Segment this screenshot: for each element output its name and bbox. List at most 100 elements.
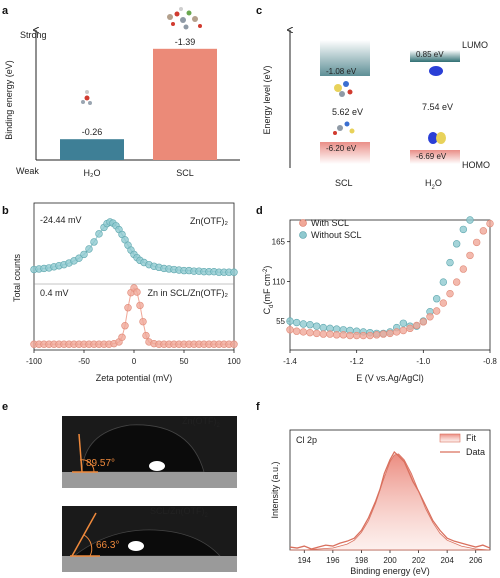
panel-b-y-label: Total counts [12, 253, 22, 302]
panel-d-point-1 [452, 240, 461, 248]
angle-2-value: 66.3° [96, 540, 119, 551]
panel-d-point-0 [419, 318, 428, 326]
panel-d-point-0 [472, 238, 481, 247]
legend-fit-swatch [439, 433, 461, 443]
panel-f-xtick-label: 198 [355, 556, 369, 565]
bar-h2o [60, 139, 124, 160]
h2o-column-label: H2O [425, 178, 442, 191]
panel-d-xtick-label: -1.2 [350, 357, 364, 366]
scl-lumo-band [320, 40, 370, 76]
panel-b-peak1-label: -24.44 mV [40, 215, 82, 225]
panel-d-point-0 [346, 331, 354, 340]
panel-b-zeta-chart: Total counts Zeta potential (mV) -24.44 … [12, 202, 241, 383]
panel-b-label: b [2, 205, 9, 217]
panel-d-point-0 [319, 330, 328, 338]
scl-column-label: SCL [335, 178, 353, 188]
panel-d-xtick-label: -0.8 [483, 357, 497, 366]
substrate-1 [62, 472, 237, 488]
panel-f-fit-area [290, 453, 491, 551]
droplet-2-shape [72, 529, 221, 557]
panel-b-xtick-label: 50 [180, 357, 189, 366]
panel-d-point-1 [312, 322, 321, 330]
panel-d-point-1 [306, 321, 314, 329]
panel-d-point-0 [359, 331, 368, 340]
panel-b-point-1 [118, 333, 126, 341]
panel-d-point-0 [352, 331, 361, 340]
panel-d-point-0 [399, 326, 408, 335]
panel-f-xtick-label: 200 [383, 556, 397, 565]
panel-a-weak-label: Weak [16, 166, 39, 176]
panel-d-point-0 [372, 331, 381, 339]
panel-a-label: a [2, 5, 9, 17]
panel-f-title: Cl 2p [296, 435, 317, 445]
panel-b-series1-name: Zn(OTF)₂ [190, 216, 228, 226]
homo-label: HOMO [462, 160, 490, 170]
panel-b-peak2-label: 0.4 mV [40, 288, 69, 298]
panel-d-point-1 [466, 216, 474, 224]
legend-fit-label: Fit [466, 433, 476, 443]
droplet-2-highlight [128, 541, 144, 551]
panel-d-point-0 [366, 331, 374, 340]
panel-b-point-1 [133, 288, 141, 296]
panel-d-point-0 [312, 329, 321, 338]
panel-d-y-label: Cd(mF cm-2) [262, 266, 275, 315]
panel-f-legend: Fit Data [439, 433, 485, 457]
panel-d-y-label-sub: d [269, 305, 275, 308]
angle-1-tangent [78, 433, 83, 473]
scl-molecule-icon [167, 7, 202, 30]
panel-d-point-0 [386, 329, 394, 338]
panel-d-point-1 [446, 258, 454, 267]
substrate-2 [62, 556, 237, 572]
panel-d-point-0 [432, 307, 441, 315]
panel-b-point-1 [139, 317, 147, 326]
panel-d-y-label-main: C [262, 307, 272, 314]
panel-b-x-label: Zeta potential (mV) [96, 373, 173, 383]
panel-c-energy-diagram: Energy level (eV) -1.08 eV 5.62 eV -6.20… [262, 30, 490, 191]
legend-without-scl-label: Without SCL [311, 230, 362, 240]
panel-d-point-0 [439, 299, 448, 307]
panel-a-y-label: Binding energy (eV) [4, 60, 14, 140]
panel-d-ytick-label: 110 [272, 277, 285, 286]
h2o-gap-value: 7.54 eV [422, 102, 453, 112]
lumo-label: LUMO [462, 40, 488, 50]
legend-with-scl-label: With SCL [311, 218, 349, 228]
h2o-homo-band [410, 150, 460, 164]
panel-b-point-0 [80, 250, 88, 259]
panel-b-point-1 [124, 304, 132, 312]
panel-d-capacitance-chart: Cd(mF cm-2) E (V vs.Ag/AgCl) With SCL Wi… [262, 216, 497, 383]
bar-value-h2o: -0.26 [82, 127, 103, 137]
panel-d-point-0 [379, 330, 388, 338]
panel-b-point-0 [90, 238, 98, 246]
photo-2-label: SCL/Zn(OTF)2 [150, 506, 209, 519]
panel-d-legend: With SCL Without SCL [299, 218, 362, 240]
panel-d-point-0 [446, 289, 454, 298]
droplet-1-highlight [149, 461, 165, 471]
panel-a-bar-chart: Strong Weak Binding energy (eV) -0.26 H₂O… [4, 7, 240, 178]
photo-1-label: Zn(OTF)2 [182, 416, 221, 429]
panel-d-y-label-close: ) [262, 266, 272, 269]
legend-with-scl-marker [299, 219, 307, 227]
panel-d-y-label-rest: (mF cm [262, 274, 272, 305]
panel-b-point-0 [95, 230, 103, 238]
panel-f-xtick-label: 206 [469, 556, 483, 565]
panel-e-contact-angle-photos: 89.57° Zn(OTF)2 66.3° SCL/Zn(OTF)2 [62, 416, 237, 572]
panel-d-xtick-label: -1.0 [416, 357, 430, 366]
panel-b-point-1 [121, 322, 129, 330]
panel-f-xtick-label: 204 [440, 556, 454, 565]
panel-b-point-0 [75, 254, 83, 262]
h2o-homo-value: -6.69 eV [416, 152, 447, 161]
category-label-h2o: H₂O [84, 168, 101, 178]
panel-b-point-1 [230, 340, 238, 348]
panel-b-point-1 [136, 301, 144, 310]
panel-d-point-0 [452, 278, 461, 286]
panel-d-point-0 [326, 330, 334, 338]
panel-f-xtick-label: 194 [298, 556, 312, 565]
panel-d-point-0 [486, 219, 494, 228]
angle-2-arc [83, 534, 93, 557]
panel-b-point-0 [85, 245, 93, 253]
panel-d-point-1 [319, 323, 328, 332]
panel-f-xtick-label: 202 [412, 556, 426, 565]
panel-f-data-line [289, 450, 491, 550]
panel-d-point-1 [299, 320, 308, 328]
